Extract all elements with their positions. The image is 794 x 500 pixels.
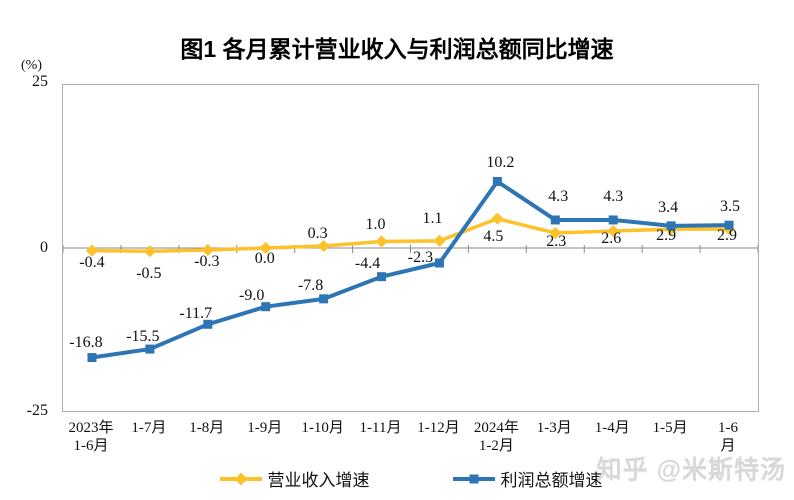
x-axis-label: 1-6月 xyxy=(718,420,739,454)
square-marker-icon xyxy=(434,258,444,268)
plot-area xyxy=(62,84,759,412)
x-axis-label: 1-5月 xyxy=(652,420,688,436)
diamond-marker-icon xyxy=(375,235,388,248)
square-marker-icon xyxy=(550,215,560,225)
square-marker-icon xyxy=(608,215,618,225)
y-tick-0: 0 xyxy=(40,239,48,256)
x-axis-label: 1-12月 xyxy=(417,420,460,436)
square-marker-icon xyxy=(377,272,387,282)
x-axis-label: 2023年 1-6月 xyxy=(68,420,114,454)
legend-item-revenue: 营业收入增速 xyxy=(219,466,370,491)
x-axis-label: 2024年 1-2月 xyxy=(473,420,519,454)
legend: 营业收入增速 利润总额增速 xyxy=(14,466,794,491)
diamond-marker-icon xyxy=(85,244,99,257)
legend-item-profit: 利润总额增速 xyxy=(452,466,603,491)
legend-label-profit: 利润总额增速 xyxy=(500,471,603,490)
x-axis-label: 1-8月 xyxy=(189,420,225,436)
legend-label-revenue: 营业收入增速 xyxy=(267,471,370,490)
series-line-1 xyxy=(89,179,732,360)
x-axis-label: 1-11月 xyxy=(359,420,402,436)
diamond-marker-icon xyxy=(201,243,214,257)
square-marker-icon xyxy=(469,474,478,483)
x-axis-label: 1-10月 xyxy=(301,420,344,436)
series-line-0 xyxy=(90,216,731,254)
chart-title: 图1 各月累计营业收入与利润总额同比增速 xyxy=(180,36,614,62)
diamond-marker-icon xyxy=(259,241,272,255)
diamond-marker-icon xyxy=(234,472,247,485)
diamond-marker-icon xyxy=(549,226,562,240)
square-marker-icon xyxy=(492,176,502,186)
x-axis-label: 1-9月 xyxy=(247,420,283,436)
legend-line-revenue xyxy=(219,472,262,485)
chart-canvas xyxy=(63,176,758,363)
diamond-marker-icon xyxy=(491,212,504,225)
diamond-marker-icon xyxy=(607,224,620,238)
x-axis-label: 1-4月 xyxy=(594,420,630,436)
y-tick-neg25: -25 xyxy=(26,402,48,419)
square-marker-icon xyxy=(145,344,155,354)
x-axis-label: 1-7月 xyxy=(131,420,167,436)
square-marker-icon xyxy=(203,319,213,329)
square-marker-icon xyxy=(724,220,734,230)
x-axis-labels: 2023年 1-6月 1-7月 1-8月 1-9月 1-10月 1-11月 1-12月 202… xyxy=(62,419,757,459)
y-tick-25: 25 xyxy=(32,73,48,90)
y-axis-unit-label: (%) xyxy=(21,58,42,73)
square-marker-icon xyxy=(261,302,271,312)
legend-line-profit xyxy=(452,474,495,483)
x-axis-label: 1-3月 xyxy=(536,420,572,436)
watermark: 知乎 @米斯特汤 xyxy=(596,456,786,484)
diamond-marker-icon xyxy=(143,245,156,258)
square-marker-icon xyxy=(666,221,676,231)
diamond-marker-icon xyxy=(433,234,446,247)
diamond-marker-icon xyxy=(317,239,330,253)
square-marker-icon xyxy=(87,353,97,363)
square-marker-icon xyxy=(319,294,329,304)
